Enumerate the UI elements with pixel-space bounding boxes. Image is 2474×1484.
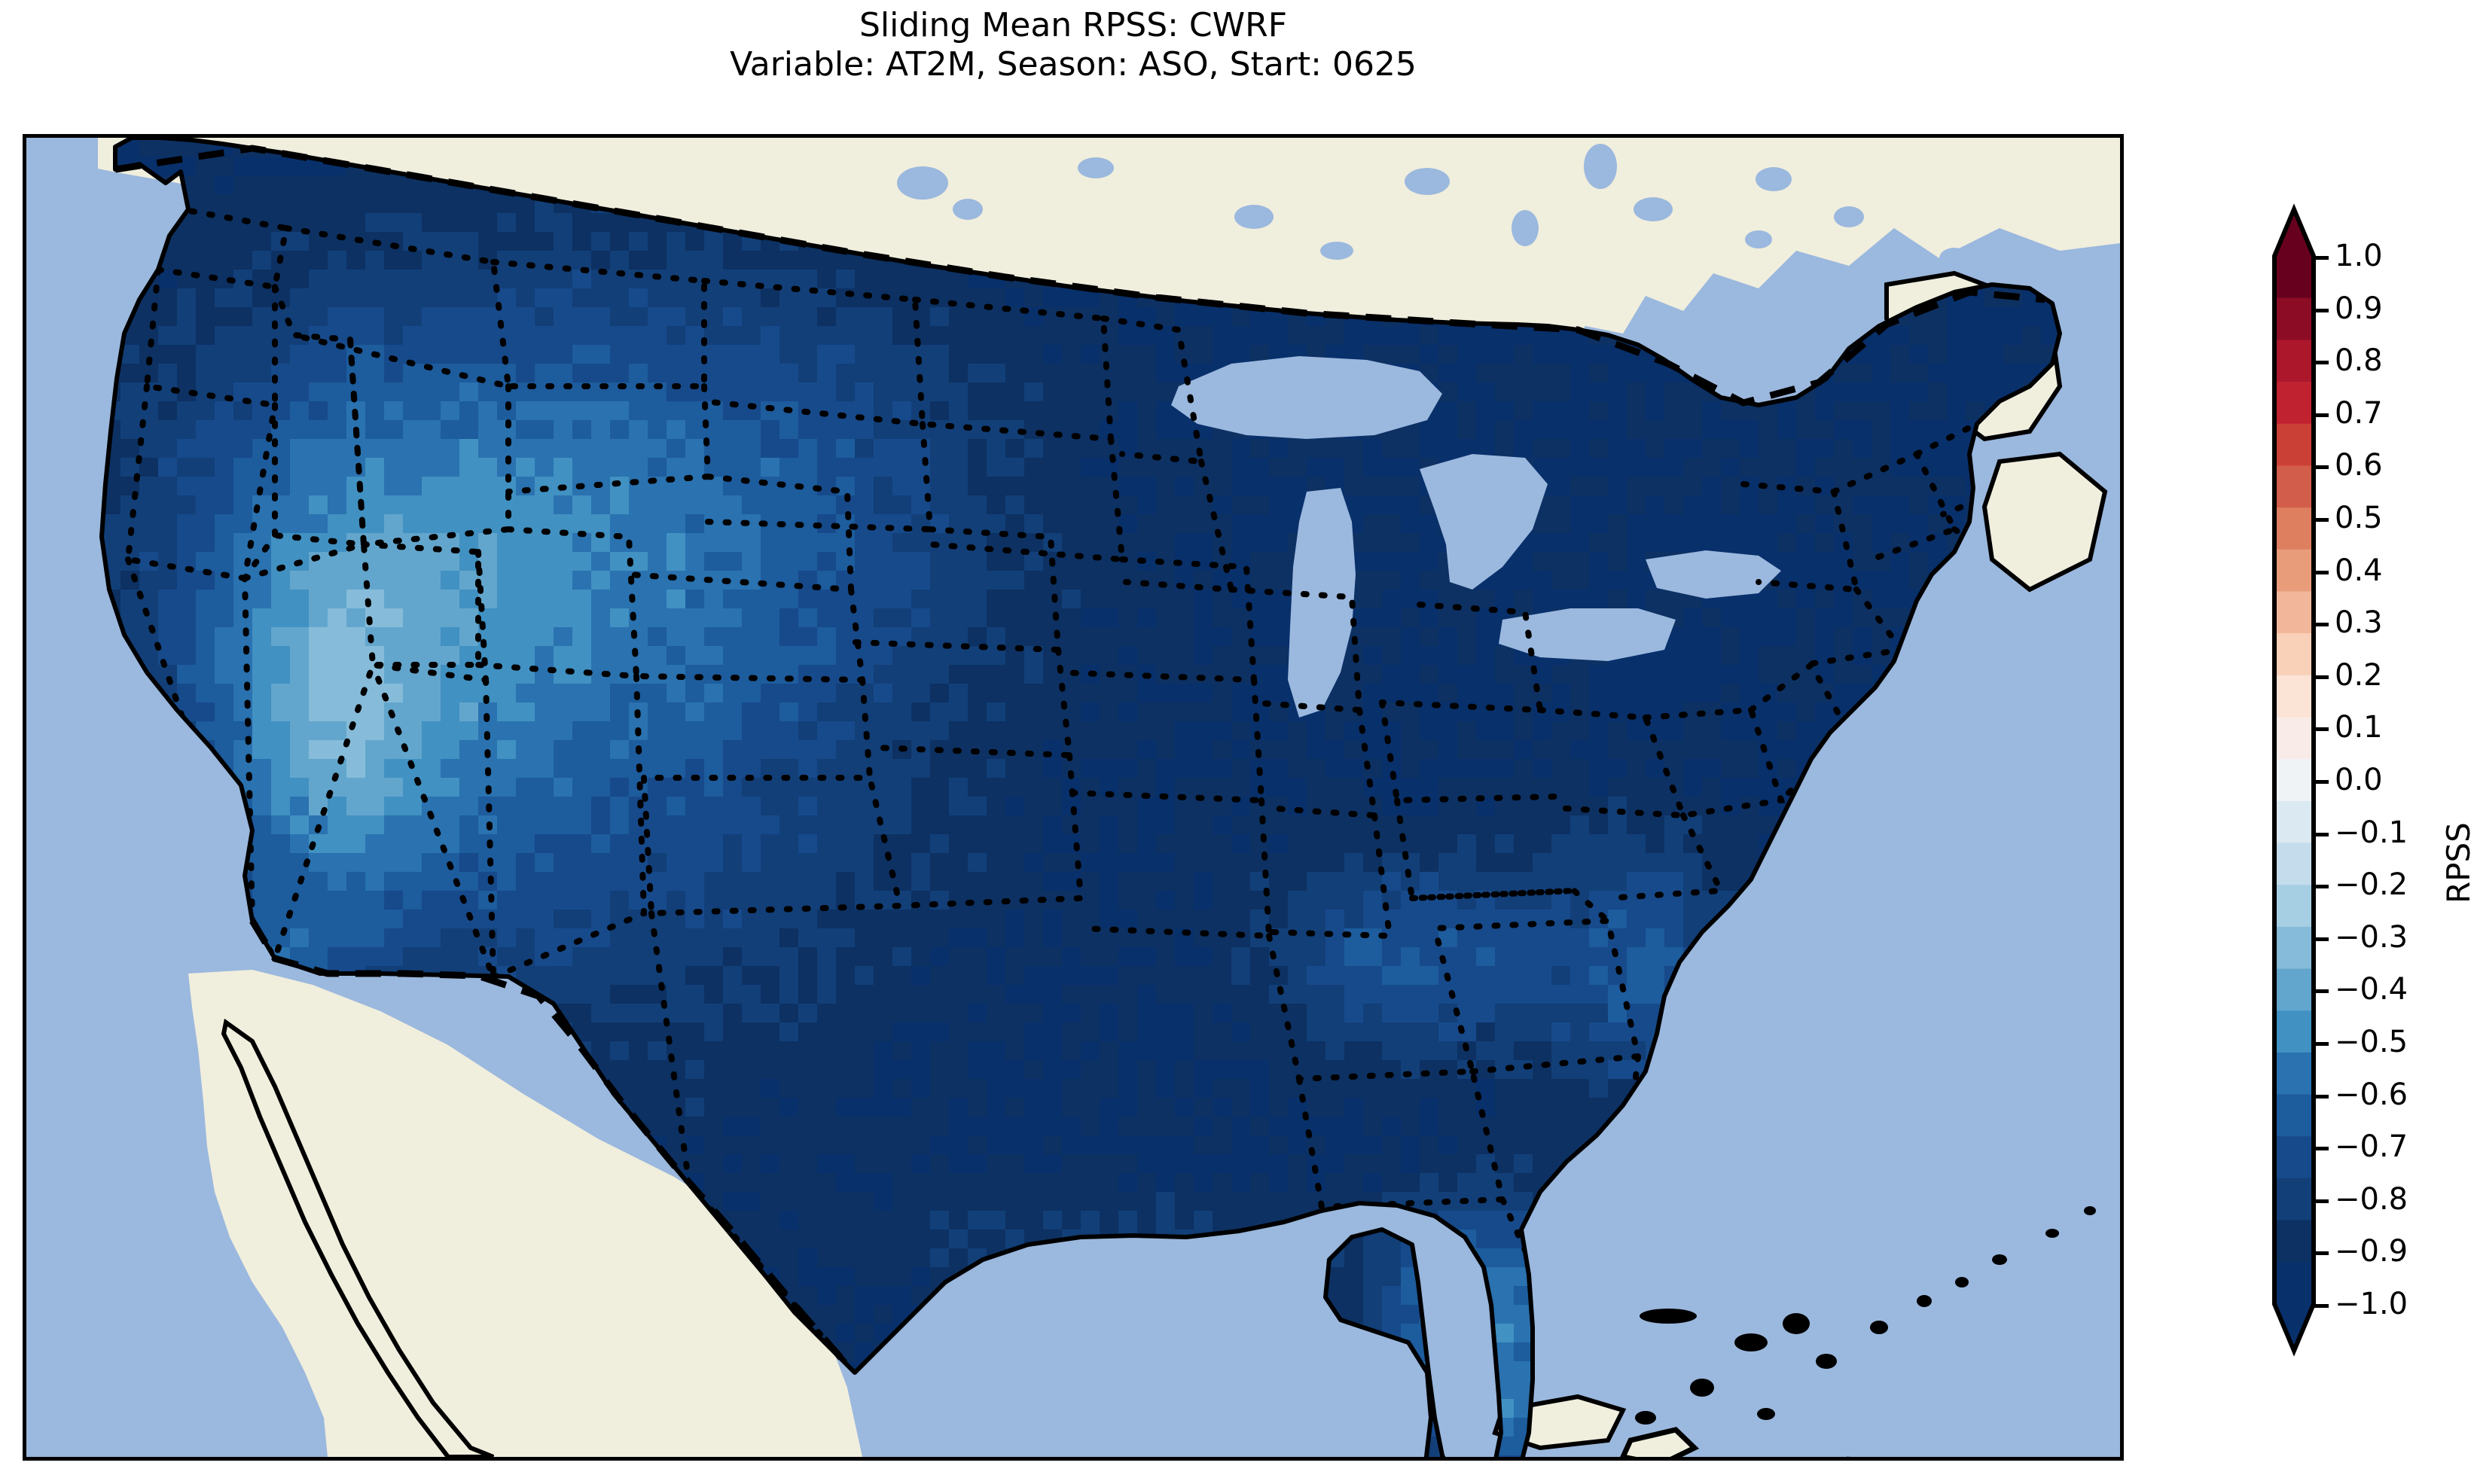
colorbar-band bbox=[2274, 1052, 2314, 1095]
colorbar-tick bbox=[2314, 780, 2329, 784]
colorbar-band bbox=[2274, 256, 2314, 299]
title-block: Sliding Mean RPSS: CWRF Variable: AT2M, … bbox=[0, 6, 2146, 84]
colorbar-band bbox=[2274, 926, 2314, 970]
colorbar-tick-label: −0.2 bbox=[2335, 867, 2408, 903]
colorbar-band bbox=[2274, 340, 2314, 382]
colorbar-tick-label: −0.8 bbox=[2335, 1181, 2408, 1217]
colorbar-tick bbox=[2314, 727, 2329, 732]
colorbar-band bbox=[2274, 675, 2314, 718]
colorbar-tick bbox=[2314, 1147, 2329, 1151]
colorbar-under-arrow bbox=[2274, 1304, 2314, 1351]
colorbar-tick-label: 0.5 bbox=[2335, 501, 2383, 535]
colorbar-tick-label: 0.0 bbox=[2335, 763, 2383, 797]
baja-california bbox=[221, 1018, 495, 1457]
great-lakes bbox=[1171, 356, 1781, 718]
mexico-landmass bbox=[188, 970, 862, 1457]
colorbar-band bbox=[2274, 633, 2314, 676]
colorbar-tick-label: −0.4 bbox=[2335, 972, 2408, 1007]
island-landmass bbox=[1620, 1427, 1700, 1457]
inland-lakes bbox=[897, 144, 1969, 269]
colorbar-tick bbox=[2314, 1094, 2329, 1099]
colorbar-band bbox=[2274, 885, 2314, 928]
colorbar-band bbox=[2274, 1262, 2314, 1305]
colorbar-tick bbox=[2314, 1304, 2329, 1308]
colorbar-tick-label: 0.4 bbox=[2335, 553, 2383, 588]
colorbar-band bbox=[2274, 297, 2314, 340]
colorbar-tick bbox=[2314, 1251, 2329, 1256]
colorbar-tick bbox=[2314, 832, 2329, 836]
page-title: Sliding Mean RPSS: CWRF bbox=[859, 6, 1288, 44]
colorbar-tick bbox=[2314, 675, 2329, 679]
colorbar-band bbox=[2274, 1136, 2314, 1179]
colorbar-tick bbox=[2314, 1199, 2329, 1203]
colorbar-tick-label: 0.7 bbox=[2335, 395, 2383, 431]
colorbar-tick-label: −0.5 bbox=[2335, 1025, 2408, 1059]
map-plot bbox=[26, 138, 2120, 1457]
colorbar-ticks: 1.0 0.9 0.8 0.7 0.6 0.5 0.4 0.3 0.2 0.1 0.0 −0.1 −0.… bbox=[2314, 241, 2464, 1319]
colorbar-tick-label: 0.6 bbox=[2335, 448, 2383, 483]
colorbar-tick-label: 0.2 bbox=[2335, 657, 2383, 693]
colorbar-tick bbox=[2314, 256, 2329, 260]
colorbar-tick bbox=[2314, 885, 2329, 889]
us-canada-border[interactable] bbox=[114, 145, 2045, 407]
map-axes[interactable] bbox=[23, 134, 2124, 1461]
colorbar-band bbox=[2274, 1178, 2314, 1221]
colorbar-tick-label: 0.8 bbox=[2335, 343, 2383, 379]
colorbar-band bbox=[2274, 717, 2314, 760]
us-mexico-border[interactable] bbox=[249, 919, 850, 1367]
colorbar-tick bbox=[2314, 413, 2329, 417]
colorbar-tick-label: 0.3 bbox=[2335, 605, 2383, 641]
colorbar-tick bbox=[2314, 1042, 2329, 1046]
colorbar-band bbox=[2274, 968, 2314, 1011]
colorbar-band bbox=[2274, 843, 2314, 885]
colorbar-tick bbox=[2314, 465, 2329, 470]
colorbar-tick-label: −0.7 bbox=[2335, 1129, 2408, 1165]
colorbar-gradient bbox=[2272, 203, 2316, 1357]
colorbar-band bbox=[2274, 382, 2314, 425]
colorbar-band bbox=[2274, 591, 2314, 634]
colorbar-tick-label: 1.0 bbox=[2335, 239, 2383, 273]
nova-scotia bbox=[1981, 451, 2108, 593]
colorbar-tick bbox=[2314, 518, 2329, 522]
colorbar-tick bbox=[2314, 937, 2329, 941]
colorbar-band bbox=[2274, 507, 2314, 550]
coastlines bbox=[99, 138, 2062, 1457]
colorbar-band bbox=[2274, 549, 2314, 593]
colorbar-tick-label: −0.3 bbox=[2335, 919, 2408, 955]
colorbar-band bbox=[2274, 1010, 2314, 1053]
colorbar-tick bbox=[2314, 361, 2329, 365]
colorbar-band bbox=[2274, 423, 2314, 466]
colorbar-band bbox=[2274, 1094, 2314, 1137]
colorbar-title: RPSS bbox=[2402, 655, 2474, 911]
colorbar-tick bbox=[2314, 570, 2329, 574]
colorbar-band bbox=[2274, 800, 2314, 844]
colorbar-tick bbox=[2314, 308, 2329, 312]
colorbar[interactable]: 1.0 0.9 0.8 0.7 0.6 0.5 0.4 0.3 0.2 0.1 0.0 −0.1 −0.… bbox=[2272, 203, 2408, 1357]
colorbar-tick-label: −0.1 bbox=[2335, 815, 2408, 850]
colorbar-tick-label: −0.9 bbox=[2335, 1234, 2408, 1269]
colorbar-band bbox=[2274, 465, 2314, 508]
colorbar-tick bbox=[2314, 989, 2329, 994]
colorbar-tick-label: 0.1 bbox=[2335, 710, 2383, 745]
colorbar-band bbox=[2274, 1220, 2314, 1263]
colorbar-tick-label: −0.6 bbox=[2335, 1077, 2408, 1112]
colorbar-tick-label: 0.9 bbox=[2335, 291, 2383, 326]
colorbar-over-arrow bbox=[2274, 209, 2314, 256]
colorbar-tick bbox=[2314, 623, 2329, 627]
colorbar-tick-label: −1.0 bbox=[2335, 1287, 2408, 1321]
colorbar-label: RPSS bbox=[2440, 822, 2474, 904]
page-subtitle: Variable: AT2M, Season: ASO, Start: 0625 bbox=[730, 45, 1417, 84]
colorbar-band bbox=[2274, 759, 2314, 802]
caribbean-islands bbox=[1635, 1206, 2096, 1425]
state-boundaries[interactable] bbox=[124, 206, 2033, 1368]
